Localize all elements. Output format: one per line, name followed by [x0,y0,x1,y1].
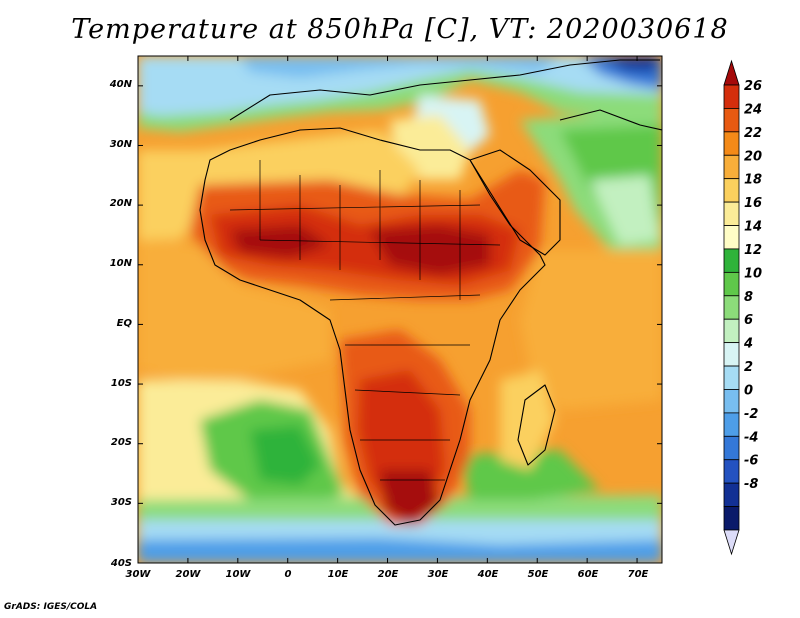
y-tick-label: 10S [111,378,132,389]
colorbar-box [723,248,740,273]
colorbar-box [723,412,740,437]
y-tick-label: 40N [109,79,133,90]
ticks [137,56,662,564]
x-tick-label: 10E [328,569,349,580]
x-tick-label: 40E [477,569,499,580]
colorbar-box [723,459,740,484]
y-axis-labels: 40N 30N 20N 10N EQ 10S 20S 30S 40S [109,79,133,569]
map-title: Temperature at 850hPa [C], VT: 202003061… [71,14,729,45]
colorbar-label: 26 [744,79,762,94]
y-tick-label: 20S [111,437,132,448]
colorbar-box [723,131,740,156]
colorbar-label: 24 [744,102,762,117]
y-tick-label: 30N [110,139,133,150]
colorbar-label: 20 [744,149,762,164]
colorbar-box [723,108,740,133]
x-tick-label: 60E [578,569,599,580]
colorbar-label: 2 [744,360,753,375]
colorbar-box [723,389,740,414]
colorbar-label: 0 [744,383,753,398]
colorbar-bottom-arrow [723,529,740,556]
colorbar-box [723,318,740,344]
colorbar-box [723,154,740,180]
colorbar-label: 6 [744,313,753,328]
colorbar-top-arrow [723,59,740,86]
colorbar-label: 14 [744,220,762,235]
colorbar-label: -2 [744,407,758,422]
colorbar-box [723,435,740,461]
colorbar-label: -4 [744,430,758,445]
x-tick-label: 30E [428,569,449,580]
colorbar-box [723,84,740,109]
colorbar-label: 10 [744,266,762,281]
x-axis-labels: 30W 20W 10W 0 10E 20E 30E 40E 50E 60E 70… [126,569,649,580]
country-borders [229,160,501,481]
temperature-field [138,56,662,563]
colorbar-label: 22 [744,126,762,141]
x-tick-label: 0 [285,569,292,580]
x-tick-label: 30W [126,569,152,580]
y-tick-label: 20N [110,198,133,209]
colorbar-label: 8 [744,290,753,305]
colorbar-box [723,201,740,226]
x-tick-label: 70E [628,569,649,580]
colorbar-box [723,178,740,203]
colorbar-box [723,295,740,320]
x-tick-label: 10W [226,569,252,580]
x-tick-label: 50E [528,569,549,580]
colorbar-box [723,365,740,390]
coastlines [199,59,662,526]
colorbar-label: 16 [744,196,762,211]
colorbar-label: -6 [744,454,758,469]
colorbar-box [723,225,740,250]
map-frame [137,55,663,564]
colorbar-label: 4 [743,337,753,352]
colorbar-box [723,506,740,531]
credit-text: GrADS: IGES/COLA [4,602,98,612]
y-tick-label: 10N [110,258,133,269]
x-tick-label: 20W [176,569,202,580]
colorbar-box [723,271,740,297]
colorbar-box [723,482,740,507]
colorbar-box [723,342,740,367]
colorbar-label: -8 [744,477,758,492]
y-tick-label: EQ [117,318,133,329]
colorbar-label: 12 [744,243,762,258]
colorbar-label: 18 [744,173,762,188]
x-tick-label: 20E [378,569,399,580]
y-tick-label: 30S [111,497,132,508]
y-tick-label: 40S [110,558,132,569]
